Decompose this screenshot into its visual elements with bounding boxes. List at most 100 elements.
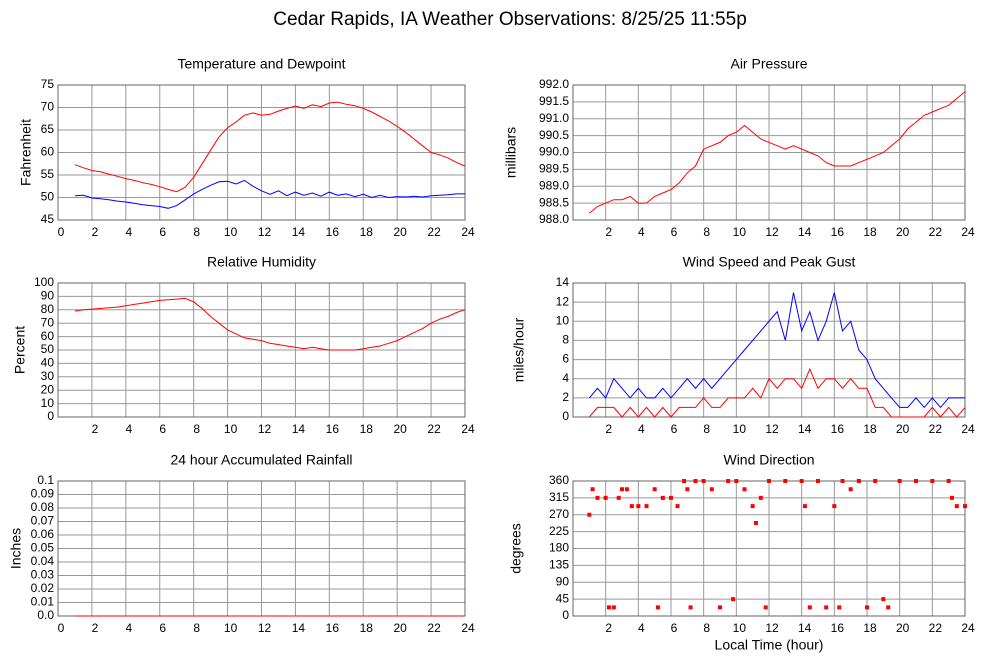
x-tick-label: 2 <box>605 225 612 239</box>
data-line <box>74 297 466 351</box>
x-tick-label: 4 <box>125 621 132 635</box>
data-point <box>595 495 600 500</box>
x-axis-label: Local Time (hour) <box>715 637 824 653</box>
x-tick-label: 20 <box>896 621 910 635</box>
x-tick-label: 24 <box>961 225 975 239</box>
x-tick-label: 10 <box>733 422 747 436</box>
data-point <box>652 487 657 492</box>
data-point <box>682 479 687 483</box>
y-tick-label: 0.02 <box>31 581 55 595</box>
x-tick-label: 12 <box>258 422 272 436</box>
y-tick-label: 180 <box>549 541 569 555</box>
data-point <box>930 479 935 483</box>
y-tick-label: 70 <box>41 315 55 329</box>
x-tick-label: 4 <box>638 225 645 239</box>
data-point <box>742 487 747 492</box>
y-tick-label: 0.1 <box>37 473 54 487</box>
y-tick-label: 10 <box>41 396 55 410</box>
x-tick-label: 18 <box>360 621 374 635</box>
y-tick-label: 40 <box>41 356 55 370</box>
x-tick-label: 14 <box>292 225 306 239</box>
x-tick-label: 2 <box>605 621 612 635</box>
data-point <box>624 487 629 492</box>
y-tick-label: 70 <box>41 100 55 114</box>
data-line <box>74 101 466 193</box>
y-tick-label: 0.04 <box>31 554 55 568</box>
y-tick-label: 0 <box>562 409 569 423</box>
y-axis-label: degrees <box>508 523 524 574</box>
x-tick-label: 6 <box>671 225 678 239</box>
x-tick-label: 8 <box>193 621 200 635</box>
x-tick-label: 20 <box>393 225 407 239</box>
x-tick-label: 4 <box>638 422 645 436</box>
y-tick-label: 988.0 <box>539 212 569 226</box>
y-tick-label: 60 <box>41 145 55 159</box>
y-tick-label: 0 <box>562 608 569 622</box>
y-tick-label: 989.5 <box>539 162 569 176</box>
y-tick-label: 75 <box>41 77 55 91</box>
x-tick-label: 6 <box>671 422 678 436</box>
y-tick-label: 0.08 <box>31 500 55 514</box>
x-tick-label: 8 <box>703 422 710 436</box>
x-tick-label: 4 <box>125 422 132 436</box>
y-axis-label: Percent <box>12 326 28 374</box>
data-point <box>758 495 763 500</box>
data-line <box>588 91 966 214</box>
data-point <box>611 605 616 610</box>
y-tick-label: 8 <box>562 333 569 347</box>
y-tick-label: 0.06 <box>31 527 55 541</box>
plot-frame <box>572 282 966 418</box>
data-point <box>840 479 845 483</box>
x-tick-label: 6 <box>159 621 166 635</box>
data-point <box>616 495 621 500</box>
y-tick-label: 315 <box>549 490 569 504</box>
y-axis-label: miles/hour <box>511 317 527 382</box>
data-point <box>718 605 722 610</box>
y-tick-label: 55 <box>41 167 55 181</box>
y-tick-label: 0.01 <box>31 595 55 609</box>
x-tick-label: 18 <box>863 225 877 239</box>
data-point <box>856 479 861 483</box>
data-point <box>660 495 665 500</box>
data-point <box>949 495 954 500</box>
data-point <box>734 479 739 483</box>
chart-title: Temperature and Dewpoint <box>177 56 345 72</box>
x-tick-label: 22 <box>427 621 441 635</box>
x-tick-label: 12 <box>258 225 272 239</box>
x-tick-label: 8 <box>703 225 710 239</box>
y-tick-label: 30 <box>41 369 55 383</box>
data-line <box>74 179 465 209</box>
data-point <box>763 605 768 610</box>
x-tick-label: 10 <box>733 225 747 239</box>
y-tick-label: 0 <box>47 409 54 423</box>
y-tick-label: 50 <box>41 342 55 356</box>
data-point <box>799 479 804 483</box>
data-point <box>675 504 680 509</box>
y-tick-label: 990.0 <box>539 145 569 159</box>
y-tick-label: 4 <box>562 371 569 385</box>
x-tick-label: 20 <box>896 225 910 239</box>
x-tick-label: 2 <box>92 621 99 635</box>
data-point <box>865 605 869 610</box>
y-tick-label: 2 <box>562 390 569 404</box>
x-tick-label: 2 <box>92 225 99 239</box>
y-tick-label: 14 <box>556 275 570 289</box>
data-point <box>655 605 660 610</box>
x-tick-label: 22 <box>929 422 943 436</box>
data-point <box>897 479 902 483</box>
x-tick-label: 22 <box>929 621 943 635</box>
y-tick-label: 0.09 <box>31 487 55 501</box>
x-tick-label: 14 <box>798 621 812 635</box>
x-tick-label: 14 <box>292 422 306 436</box>
data-point <box>807 605 812 610</box>
data-point <box>832 504 837 509</box>
data-point <box>603 495 608 500</box>
x-tick-label: 24 <box>461 225 475 239</box>
data-point <box>753 521 758 525</box>
data-point <box>783 479 788 483</box>
x-tick-label: 14 <box>798 422 812 436</box>
y-tick-label: 992.0 <box>539 77 569 91</box>
x-tick-label: 14 <box>798 225 812 239</box>
x-tick-label: 20 <box>393 621 407 635</box>
x-tick-label: 16 <box>831 621 845 635</box>
